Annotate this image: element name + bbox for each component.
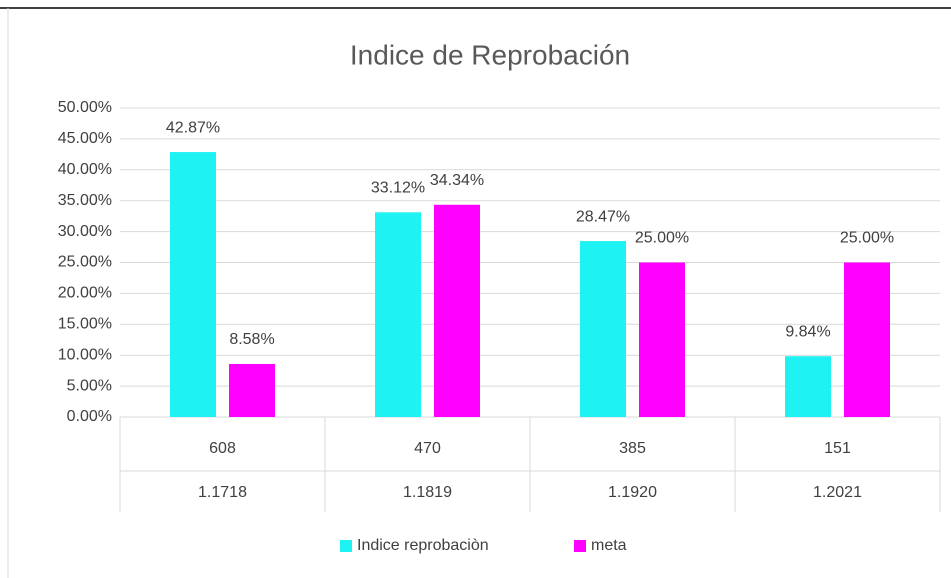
- y-tick-label: 50.00%: [58, 99, 112, 116]
- bar: [229, 363, 275, 417]
- x-tick-label-group: 1.1819: [403, 484, 452, 501]
- data-label: 42.87%: [166, 119, 220, 136]
- x-tick-label: 470: [414, 440, 441, 457]
- y-tick-label: 45.00%: [58, 130, 112, 147]
- data-label: 9.84%: [785, 323, 830, 340]
- legend-swatch: [340, 540, 352, 552]
- y-tick-label: 40.00%: [58, 161, 112, 178]
- y-tick-label: 10.00%: [58, 346, 112, 363]
- chart-title: Indice de Reprobación: [350, 39, 630, 70]
- y-tick-label: 5.00%: [67, 377, 112, 394]
- legend-label: meta: [591, 537, 627, 554]
- legend-label: Indice reprobaciòn: [357, 537, 489, 554]
- y-tick-label: 0.00%: [67, 408, 112, 425]
- data-label: 34.34%: [430, 172, 484, 189]
- y-tick-label: 15.00%: [58, 316, 112, 333]
- x-tick-label-group: 1.1718: [198, 484, 247, 501]
- bar: [785, 356, 831, 417]
- data-label: 25.00%: [840, 230, 894, 247]
- data-label: 25.00%: [635, 230, 689, 247]
- y-tick-label: 35.00%: [58, 192, 112, 209]
- data-label: 8.58%: [229, 331, 274, 348]
- legend-swatch: [574, 540, 586, 552]
- bar: [375, 212, 421, 417]
- x-tick-label: 385: [619, 440, 646, 457]
- y-tick-label: 25.00%: [58, 254, 112, 271]
- x-tick-label-group: 1.2021: [813, 484, 862, 501]
- data-label: 28.47%: [576, 208, 630, 225]
- bar: [844, 262, 890, 417]
- bar: [580, 241, 626, 417]
- bar: [639, 262, 685, 417]
- y-tick-label: 30.00%: [58, 223, 112, 240]
- x-tick-label: 608: [209, 440, 236, 457]
- x-tick-label-group: 1.1920: [608, 484, 657, 501]
- y-tick-label: 20.00%: [58, 285, 112, 302]
- bar: [170, 152, 216, 417]
- data-label: 33.12%: [371, 180, 425, 197]
- x-tick-label: 151: [824, 440, 851, 457]
- bar: [434, 204, 480, 417]
